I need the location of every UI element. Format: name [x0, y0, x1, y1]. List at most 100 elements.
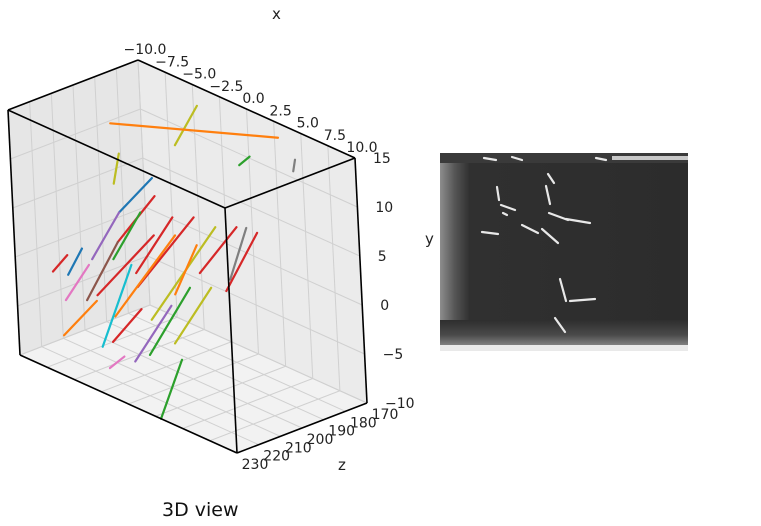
series-line-0	[173, 104, 198, 147]
series-line-23	[51, 254, 69, 273]
box-edge	[224, 207, 238, 454]
x-tick-label: 10.0	[346, 140, 377, 156]
fiber-streak	[553, 316, 567, 334]
fiber-streak	[546, 172, 556, 185]
z-tick-label: 230	[242, 457, 269, 473]
series-line-26	[112, 211, 142, 261]
grid-line-floor-z	[149, 304, 368, 404]
series-line-15	[64, 263, 91, 302]
series-line-21	[173, 286, 213, 345]
figure-caption: 3D view	[162, 499, 239, 521]
series-line-6	[135, 216, 174, 275]
series-line-10	[117, 177, 153, 214]
series-line-2	[292, 158, 297, 173]
x-tick-label: −5.0	[182, 67, 216, 83]
tick-labels-3d: x y z 3D view −10.0−7.5−5.0−2.50.0 2.5 5.0…	[124, 5, 434, 521]
grid-line-back-y	[142, 157, 361, 257]
x-tick-label: 2.5	[269, 103, 291, 119]
series-line-19	[111, 308, 143, 343]
series-line-20	[159, 358, 184, 420]
x-tick-label: −7.5	[155, 54, 189, 70]
x-tick-label: 7.5	[324, 128, 346, 144]
image-top-highlight	[612, 156, 688, 160]
y-tick-label: 0	[380, 298, 389, 314]
fiber-streak	[499, 203, 517, 212]
grid-line-back-x	[164, 72, 178, 318]
grid-line-floor-z	[41, 346, 259, 446]
box-edge	[236, 402, 368, 454]
fiber-streak	[564, 217, 592, 225]
box-edge	[19, 354, 238, 454]
grid-line-floor-z	[106, 321, 324, 421]
fiber-streaks	[480, 155, 608, 334]
series-line-14	[86, 240, 119, 302]
z-tick-label: 190	[328, 424, 355, 440]
fiber-streak	[594, 156, 608, 162]
series-line-18	[63, 299, 98, 337]
grid-line-left-z	[29, 101, 43, 347]
fiber-streak	[480, 230, 500, 236]
x-tick-label: 0.0	[242, 91, 264, 107]
series-line-1	[109, 122, 280, 139]
series-line-11	[114, 234, 177, 318]
grid-line-back-y	[144, 206, 363, 306]
x-tick-label: −2.5	[209, 79, 243, 95]
image-top-band	[440, 153, 688, 163]
fiber-streak	[501, 211, 509, 217]
series-line-13	[148, 286, 192, 356]
grid-line-back-x	[327, 145, 341, 391]
grid-line-back-x	[300, 133, 314, 379]
series-line-3	[238, 155, 251, 167]
grid-line-back-x	[191, 84, 205, 330]
series-line-7	[136, 216, 195, 289]
fiber-streak	[544, 184, 552, 206]
fiber-streak	[510, 155, 524, 162]
y-tick-label: 15	[373, 151, 391, 167]
fiber-streak	[558, 277, 568, 303]
series-line-17	[101, 263, 133, 348]
series-line-25	[108, 355, 126, 370]
grid-line-left-z	[94, 76, 108, 322]
series-line-27	[91, 211, 121, 261]
y-axis-label-image: y	[425, 230, 434, 248]
fiber-streak	[568, 297, 597, 303]
y-tick-label: −10	[385, 396, 415, 412]
fiber-streak	[482, 156, 498, 162]
x-tick-label: −10.0	[124, 42, 167, 58]
box-edge	[354, 157, 368, 404]
series-line-12	[96, 234, 155, 297]
grid-line-left-z	[115, 68, 129, 314]
series-line-4	[112, 152, 120, 185]
box-edge	[224, 157, 356, 209]
z-tick-label: 170	[372, 407, 399, 423]
grid-line-back-x	[273, 121, 287, 367]
fiber-streak	[540, 227, 560, 245]
series-line-22	[67, 247, 84, 276]
grid-line-left-z	[72, 84, 86, 331]
series-line-8	[198, 226, 238, 275]
image-background	[440, 153, 688, 350]
z-tick-label: 180	[350, 415, 377, 431]
series-line-16	[134, 304, 173, 363]
box-edge	[137, 59, 356, 159]
microscopy-image	[440, 153, 688, 351]
x-axis-label: x	[272, 5, 281, 23]
fiber-streak	[547, 211, 570, 222]
plot-3d-view	[7, 59, 368, 454]
series-line-28	[174, 244, 198, 296]
z-tick-label: 210	[285, 440, 312, 456]
box-edge	[7, 109, 226, 209]
grid-line-left-z	[137, 59, 151, 306]
grid-line-left-z	[50, 93, 64, 339]
z-tick-label: 200	[307, 432, 334, 448]
box-edge	[7, 109, 21, 356]
image-bottom-edge	[440, 345, 688, 351]
grid-line-floor-z	[84, 329, 303, 429]
series-line-24	[229, 226, 248, 281]
y-tick-label: 5	[378, 249, 387, 265]
z-tick-label: 220	[263, 449, 290, 465]
fiber-streak	[495, 185, 501, 202]
z-axis-label: z	[338, 456, 346, 474]
y-tick-label: −5	[383, 347, 404, 363]
